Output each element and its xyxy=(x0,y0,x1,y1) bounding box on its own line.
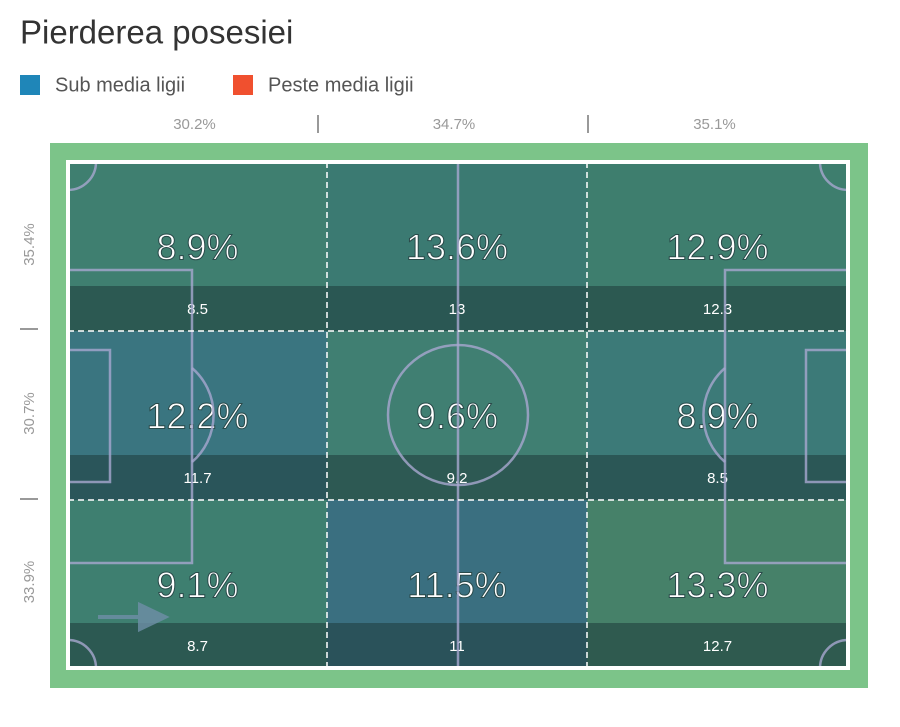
zone-percent: 13.3% xyxy=(666,565,768,606)
row-label: 30.7% xyxy=(21,392,38,435)
title: Pierderea posesiei xyxy=(20,14,293,51)
zone-band xyxy=(587,623,848,668)
zone-percent: 8.9% xyxy=(156,227,238,268)
zone-percent: 9.1% xyxy=(156,565,238,606)
zone-band xyxy=(68,286,327,331)
zone-percent: 12.9% xyxy=(666,227,768,268)
zone-percent: 12.2% xyxy=(146,396,248,437)
legend-label: Peste media ligii xyxy=(268,74,414,96)
row-label: 33.9% xyxy=(21,561,38,604)
column-label: 34.7% xyxy=(433,116,476,133)
zone-value: 8.5 xyxy=(187,301,208,318)
zone-band xyxy=(587,455,848,500)
zone-value: 12.3 xyxy=(703,301,732,318)
zone-percent: 8.9% xyxy=(676,396,758,437)
row-label: 35.4% xyxy=(21,223,38,266)
zone-dividers xyxy=(68,162,848,668)
zone-band xyxy=(68,623,327,668)
legend-swatch xyxy=(20,75,40,95)
pitch-outline xyxy=(66,160,850,670)
zone-value: 8.5 xyxy=(707,470,728,487)
legend-label: Sub media ligii xyxy=(55,74,185,96)
column-label: 30.2% xyxy=(173,116,216,133)
legend-swatch xyxy=(233,75,253,95)
zone-value: 11.7 xyxy=(183,470,211,487)
zone-value: 8.7 xyxy=(187,638,208,655)
zone-band xyxy=(587,286,848,331)
axis-separators xyxy=(20,115,589,500)
column-label: 35.1% xyxy=(693,116,736,133)
zone-value: 12.7 xyxy=(703,638,732,655)
